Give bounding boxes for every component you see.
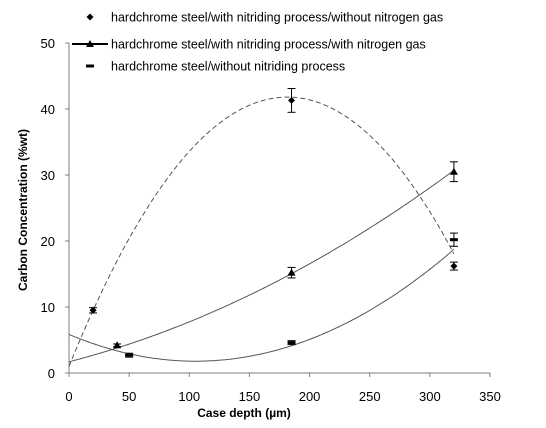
legend-label: hardchrome steel/with nitriding process/… bbox=[111, 38, 426, 52]
x-tick-label: 50 bbox=[122, 389, 136, 404]
x-tick-label: 150 bbox=[239, 389, 261, 404]
data-point-series-1 bbox=[89, 306, 97, 314]
x-tick-label: 350 bbox=[479, 389, 501, 404]
x-tick-label: 200 bbox=[299, 389, 321, 404]
data-point-series-1 bbox=[450, 262, 458, 270]
data-point-series-1 bbox=[288, 96, 296, 104]
legend-marker bbox=[86, 64, 94, 68]
y-axis-label: Carbon Concentration (%wt) bbox=[16, 129, 30, 291]
x-tick-label: 300 bbox=[419, 389, 441, 404]
y-tick-label: 30 bbox=[41, 168, 55, 183]
trend-line-1 bbox=[68, 96, 455, 367]
legend-label: hardchrome steel/with nitriding process/… bbox=[111, 11, 443, 25]
data-point-series-2 bbox=[113, 341, 122, 349]
trend-line-2 bbox=[68, 169, 455, 363]
y-tick-label: 10 bbox=[41, 300, 55, 315]
data-point-series-2 bbox=[449, 167, 458, 175]
data-point-series-3 bbox=[125, 353, 134, 357]
trend-line-3 bbox=[68, 249, 455, 362]
y-tick-label: 20 bbox=[41, 234, 55, 249]
data-points bbox=[89, 88, 458, 358]
x-axis-label: Case depth (µm) bbox=[197, 406, 291, 420]
y-tick-label: 40 bbox=[41, 102, 55, 117]
data-point-series-3 bbox=[449, 238, 458, 242]
legend-label: hardchrome steel/without nitriding proce… bbox=[111, 60, 345, 74]
legend-marker bbox=[86, 40, 94, 47]
x-tick-label: 0 bbox=[65, 389, 72, 404]
x-tick-label: 250 bbox=[359, 389, 381, 404]
y-tick-label: 0 bbox=[48, 366, 55, 381]
data-point-series-2 bbox=[287, 268, 296, 276]
trend-lines bbox=[68, 96, 455, 367]
y-tick-label: 50 bbox=[41, 36, 55, 51]
legend-marker bbox=[86, 13, 94, 21]
data-point-series-3 bbox=[287, 341, 296, 345]
axes: 0 50 100 150 200 250 300 350 0 10 20 30 40 50 bbox=[41, 36, 501, 404]
x-tick-label: 100 bbox=[178, 389, 200, 404]
legend: hardchrome steel/with nitriding process/… bbox=[72, 11, 443, 74]
